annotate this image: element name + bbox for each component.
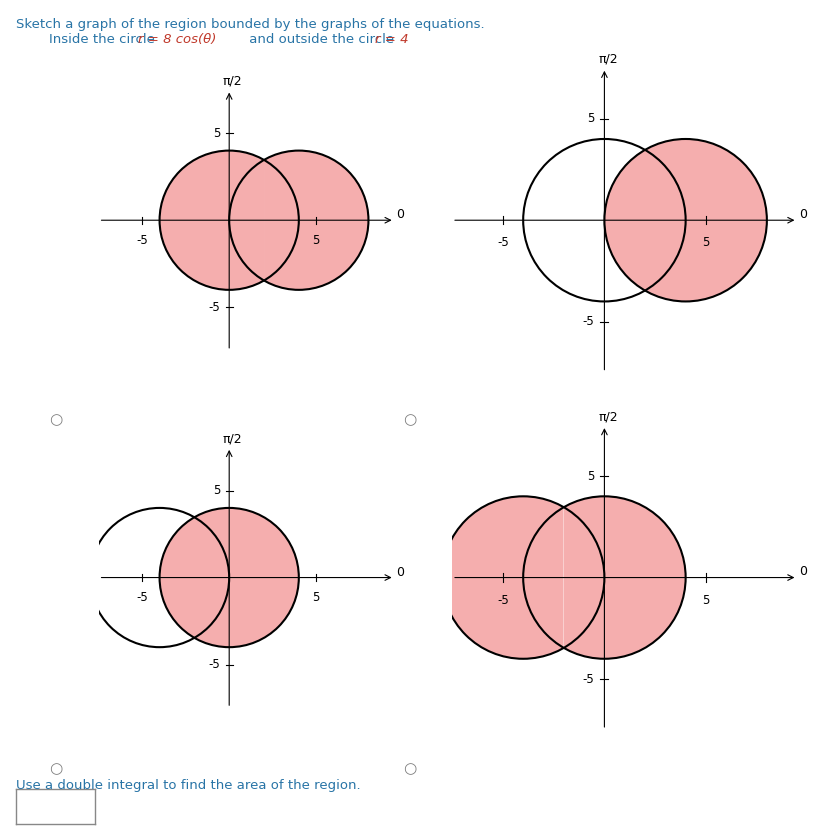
- Text: 0: 0: [799, 565, 807, 578]
- Text: 5: 5: [213, 126, 220, 140]
- Text: 5: 5: [587, 470, 594, 483]
- Text: -5: -5: [497, 237, 509, 249]
- Text: π/2: π/2: [223, 432, 242, 445]
- Text: 0: 0: [396, 566, 404, 579]
- Text: -5: -5: [583, 315, 594, 328]
- Text: ○: ○: [403, 412, 416, 427]
- Text: 5: 5: [213, 484, 220, 497]
- Text: π/2: π/2: [598, 53, 618, 66]
- Text: 5: 5: [312, 234, 320, 247]
- Text: Use a double integral to find the area of the region.: Use a double integral to find the area o…: [16, 779, 361, 793]
- Text: -5: -5: [209, 658, 220, 671]
- Polygon shape: [159, 508, 299, 647]
- Text: π/2: π/2: [598, 411, 618, 423]
- Polygon shape: [442, 496, 686, 659]
- Text: -5: -5: [136, 234, 148, 247]
- Text: -5: -5: [136, 592, 148, 604]
- Text: 5: 5: [702, 237, 709, 249]
- Polygon shape: [159, 150, 368, 290]
- Text: r = 4: r = 4: [375, 33, 409, 47]
- Text: 5: 5: [702, 594, 709, 607]
- Text: 5: 5: [587, 112, 594, 125]
- Text: Sketch a graph of the region bounded by the graphs of the equations.: Sketch a graph of the region bounded by …: [16, 18, 485, 32]
- Text: r = 8 cos(θ): r = 8 cos(θ): [138, 33, 216, 47]
- Text: ○: ○: [49, 761, 62, 776]
- Polygon shape: [604, 139, 767, 302]
- Text: 0: 0: [799, 208, 807, 220]
- Text: ○: ○: [49, 412, 62, 427]
- Text: -5: -5: [583, 672, 594, 686]
- Text: -5: -5: [209, 301, 220, 314]
- Text: 0: 0: [396, 209, 404, 222]
- Text: Inside the circle: Inside the circle: [49, 33, 159, 47]
- Text: -5: -5: [497, 594, 509, 607]
- Text: π/2: π/2: [223, 75, 242, 88]
- Text: and outside the circle: and outside the circle: [245, 33, 399, 47]
- Text: 5: 5: [312, 592, 320, 604]
- Text: ○: ○: [403, 761, 416, 776]
